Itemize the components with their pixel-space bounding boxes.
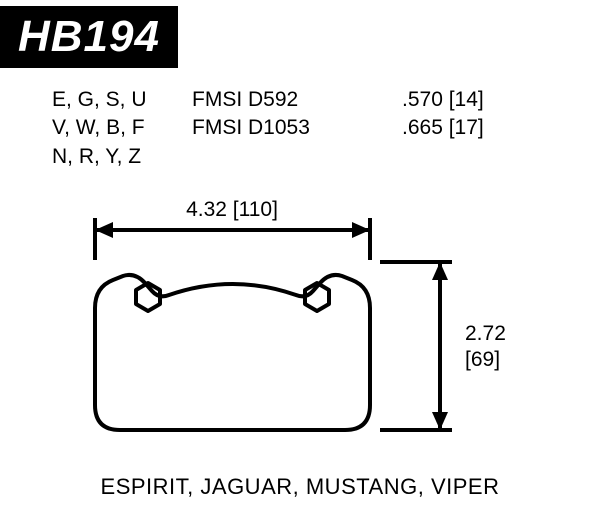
brake-pad-diagram: 4.32 [110] 2.72 [69] xyxy=(0,190,600,460)
title-bar: HB194 xyxy=(0,6,178,68)
height-label-1: 2.72 xyxy=(465,322,506,345)
codes-line: E, G, S, U xyxy=(52,86,192,114)
codes-column: E, G, S, U V, W, B, F N, R, Y, Z xyxy=(52,86,192,171)
spec-block: E, G, S, U V, W, B, F N, R, Y, Z FMSI D5… xyxy=(52,86,600,171)
fmsi-line: FMSI D1053 xyxy=(192,114,402,142)
height-label-2: [69] xyxy=(465,348,500,371)
fmsi-line: FMSI D592 xyxy=(192,86,402,114)
thickness-line: .570 [14] xyxy=(402,86,542,114)
pad-outline xyxy=(95,275,370,430)
codes-line: V, W, B, F xyxy=(52,114,192,142)
diagram-area: 4.32 [110] 2.72 [69] xyxy=(0,190,600,460)
height-dimension: 2.72 [69] xyxy=(380,262,506,430)
codes-line: N, R, Y, Z xyxy=(52,143,192,171)
thickness-line: .665 [17] xyxy=(402,114,542,142)
width-label: 4.32 [110] xyxy=(186,198,278,221)
footer-applications: ESPIRIT, JAGUAR, MUSTANG, VIPER xyxy=(0,474,600,500)
part-number: HB194 xyxy=(18,12,160,62)
thickness-column: .570 [14] .665 [17] xyxy=(402,86,542,171)
fmsi-column: FMSI D592 FMSI D1053 xyxy=(192,86,402,171)
width-dimension: 4.32 [110] xyxy=(95,198,370,260)
